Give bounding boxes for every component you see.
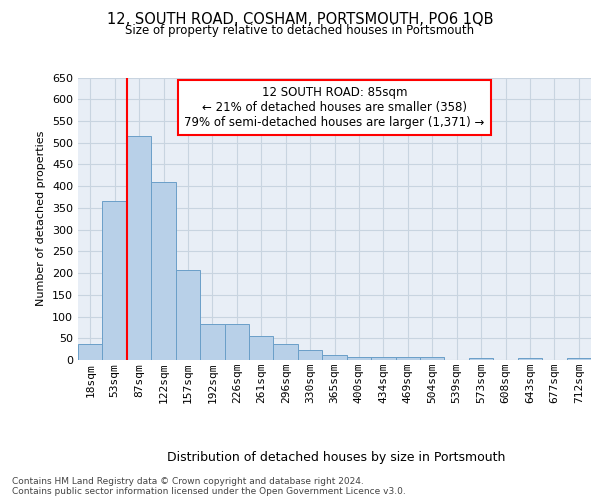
Bar <box>371 356 395 360</box>
Text: Size of property relative to detached houses in Portsmouth: Size of property relative to detached ho… <box>125 24 475 37</box>
Y-axis label: Number of detached properties: Number of detached properties <box>37 131 46 306</box>
Bar <box>151 182 176 360</box>
Bar <box>274 344 298 360</box>
Bar <box>347 356 371 360</box>
Text: Contains HM Land Registry data © Crown copyright and database right 2024.: Contains HM Land Registry data © Crown c… <box>12 476 364 486</box>
Text: 12 SOUTH ROAD: 85sqm
← 21% of detached houses are smaller (358)
79% of semi-deta: 12 SOUTH ROAD: 85sqm ← 21% of detached h… <box>184 86 485 129</box>
Bar <box>127 136 151 360</box>
Bar <box>469 358 493 360</box>
Bar <box>298 350 322 360</box>
Bar <box>249 336 274 360</box>
Text: 12, SOUTH ROAD, COSHAM, PORTSMOUTH, PO6 1QB: 12, SOUTH ROAD, COSHAM, PORTSMOUTH, PO6 … <box>107 12 493 28</box>
Bar <box>566 358 591 360</box>
Bar <box>420 356 445 360</box>
Text: Distribution of detached houses by size in Portsmouth: Distribution of detached houses by size … <box>167 451 505 464</box>
Bar <box>200 324 224 360</box>
Bar <box>224 324 249 360</box>
Bar <box>176 270 200 360</box>
Text: Contains public sector information licensed under the Open Government Licence v3: Contains public sector information licen… <box>12 486 406 496</box>
Bar <box>395 356 420 360</box>
Bar <box>322 355 347 360</box>
Bar <box>78 344 103 360</box>
Bar <box>103 202 127 360</box>
Bar <box>518 358 542 360</box>
